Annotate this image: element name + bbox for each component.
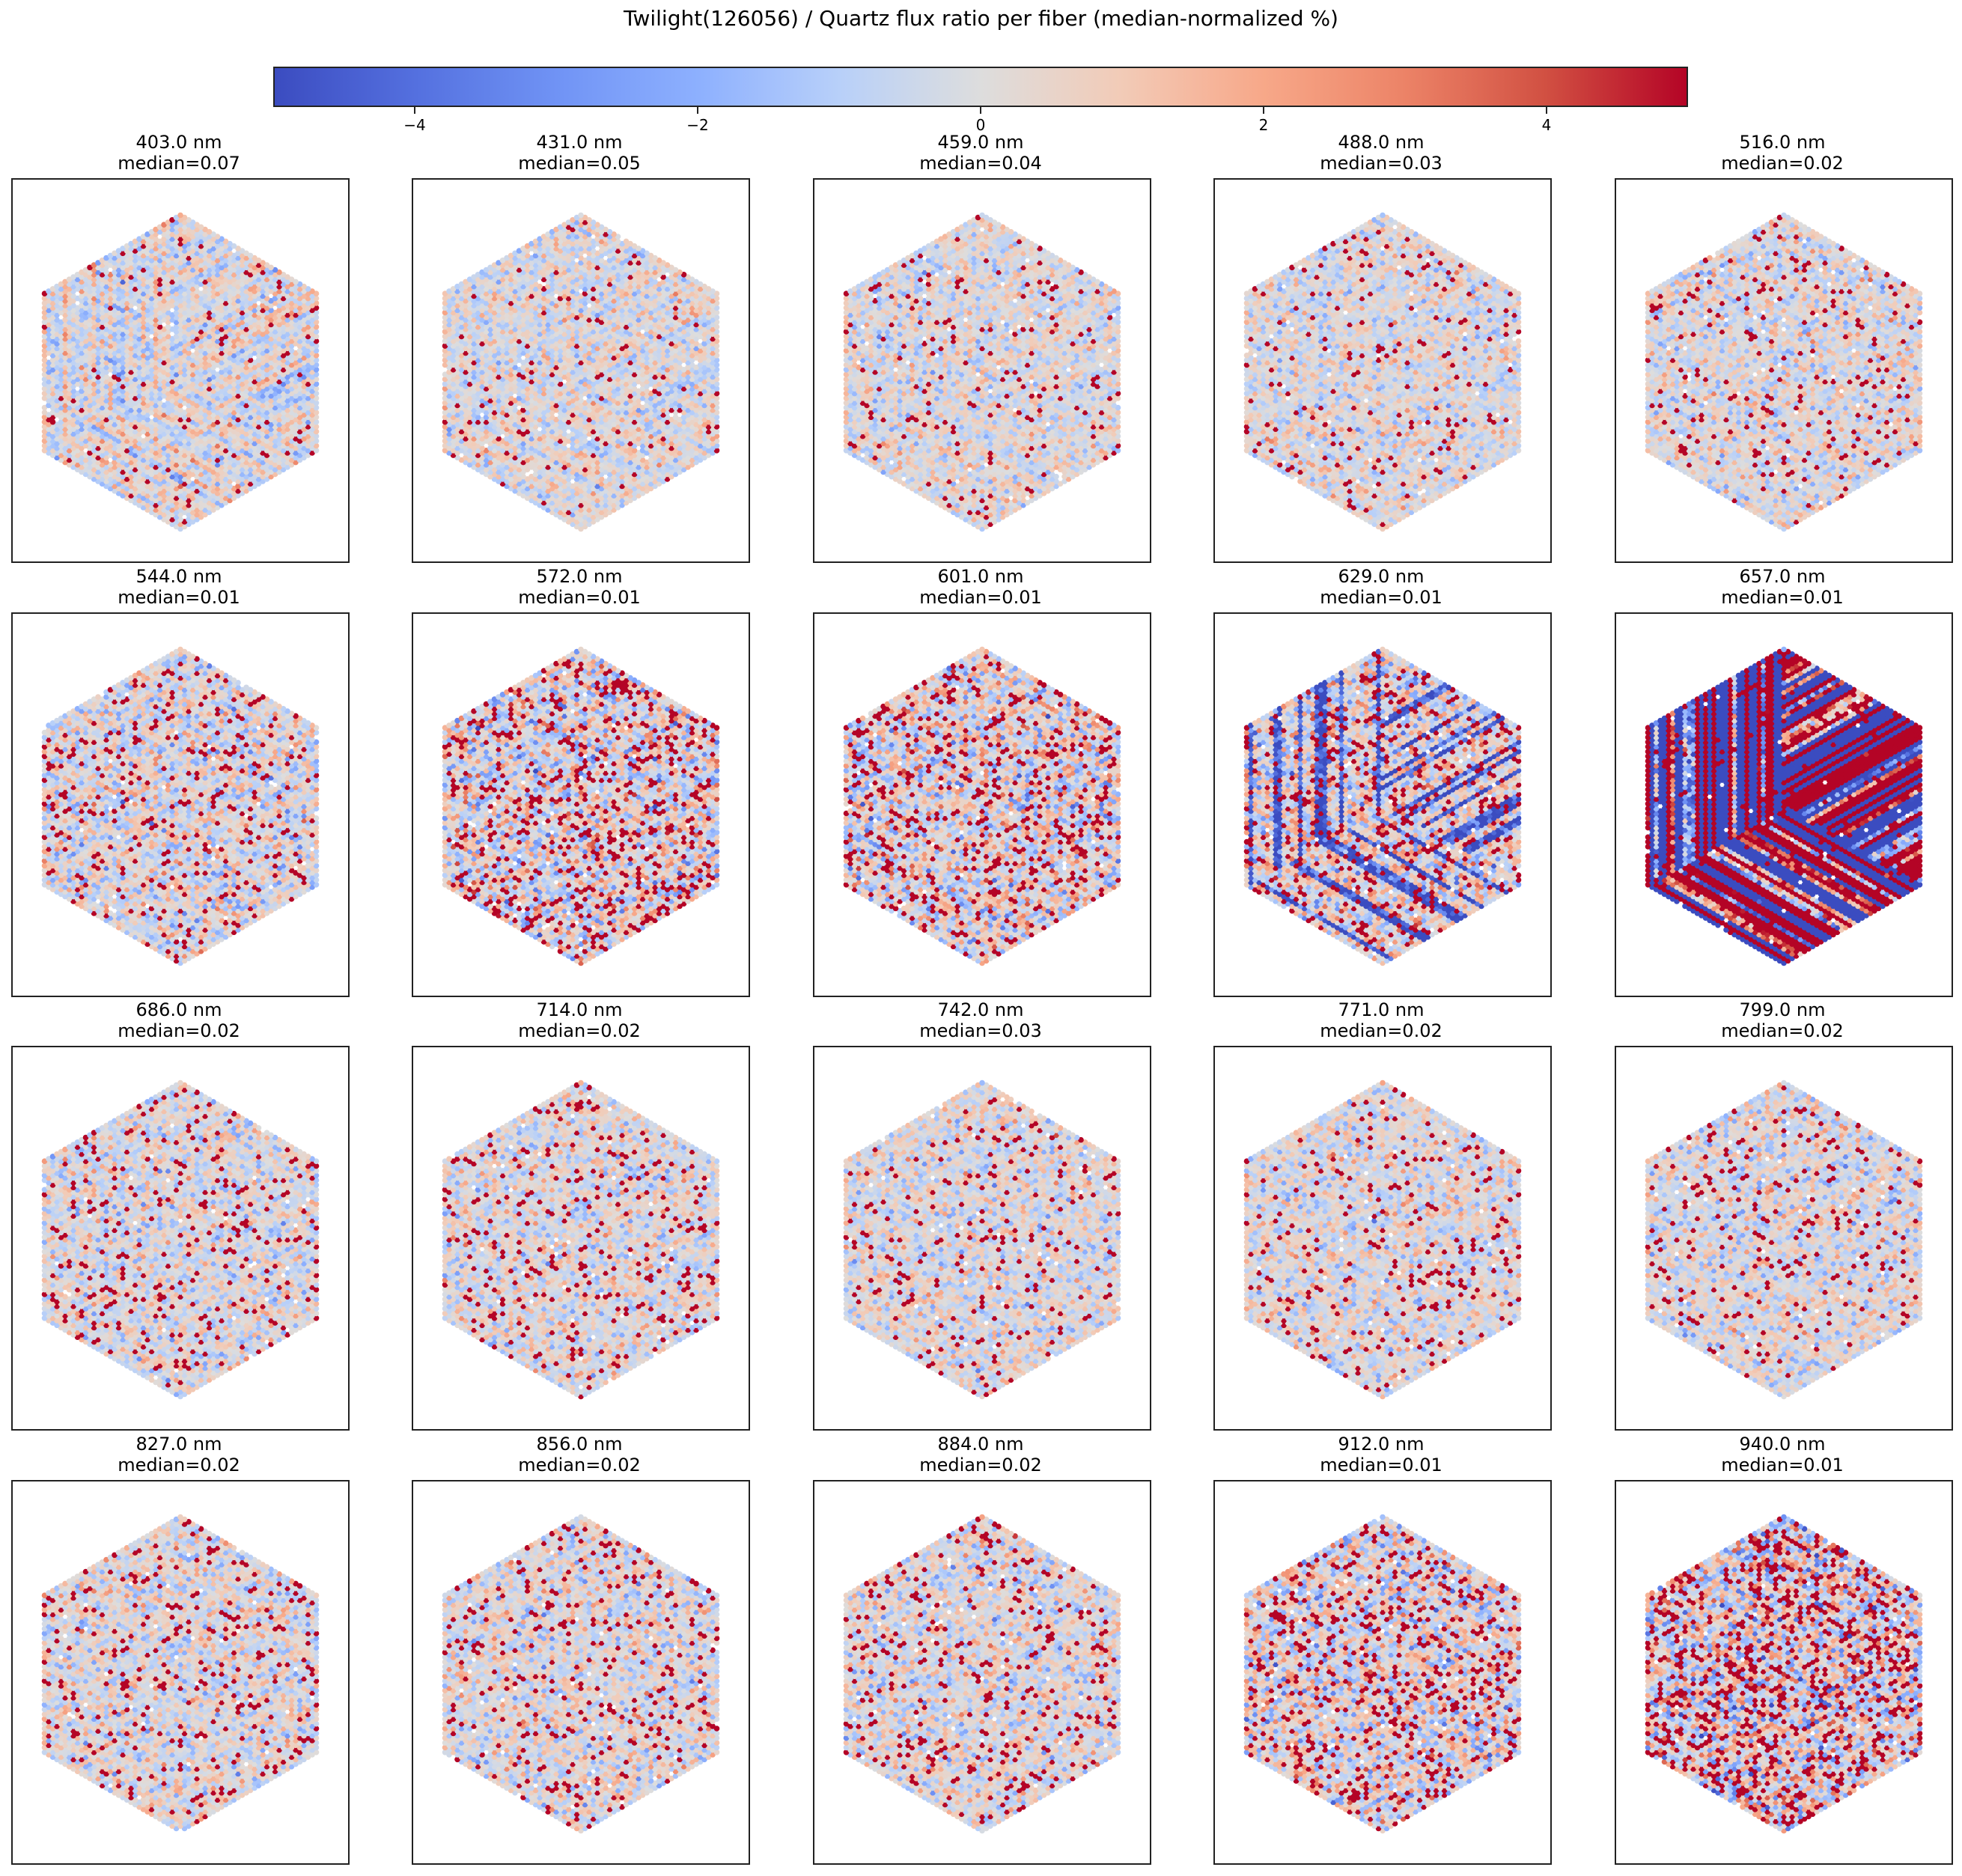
panel-title: 403.0 nm median=0.07 xyxy=(10,132,348,174)
colorbar-tick xyxy=(414,107,415,114)
panel-wavelength-label: 403.0 nm xyxy=(10,132,348,153)
panel-title: 431.0 nm median=0.05 xyxy=(410,132,749,174)
panel-median-label: median=0.07 xyxy=(10,153,348,174)
colorbar-tick xyxy=(1263,107,1264,114)
fiber-point xyxy=(177,213,183,219)
fiber-map xyxy=(413,180,749,561)
colorbar: −4 −2 0 2 4 xyxy=(273,67,1688,107)
panel-axes xyxy=(11,178,350,563)
figure-title: Twilight(126056) / Quartz flux ratio per… xyxy=(0,6,1962,31)
fiber-map xyxy=(13,180,348,561)
colorbar-tick xyxy=(980,107,981,114)
colorbar-tick xyxy=(1546,107,1547,114)
colorbar-tick xyxy=(697,107,698,114)
colorbar-gradient xyxy=(273,67,1688,107)
panel-wavelength-label: 431.0 nm xyxy=(410,132,749,153)
panel-median-label: median=0.05 xyxy=(410,153,749,174)
panel-axes xyxy=(412,178,750,563)
